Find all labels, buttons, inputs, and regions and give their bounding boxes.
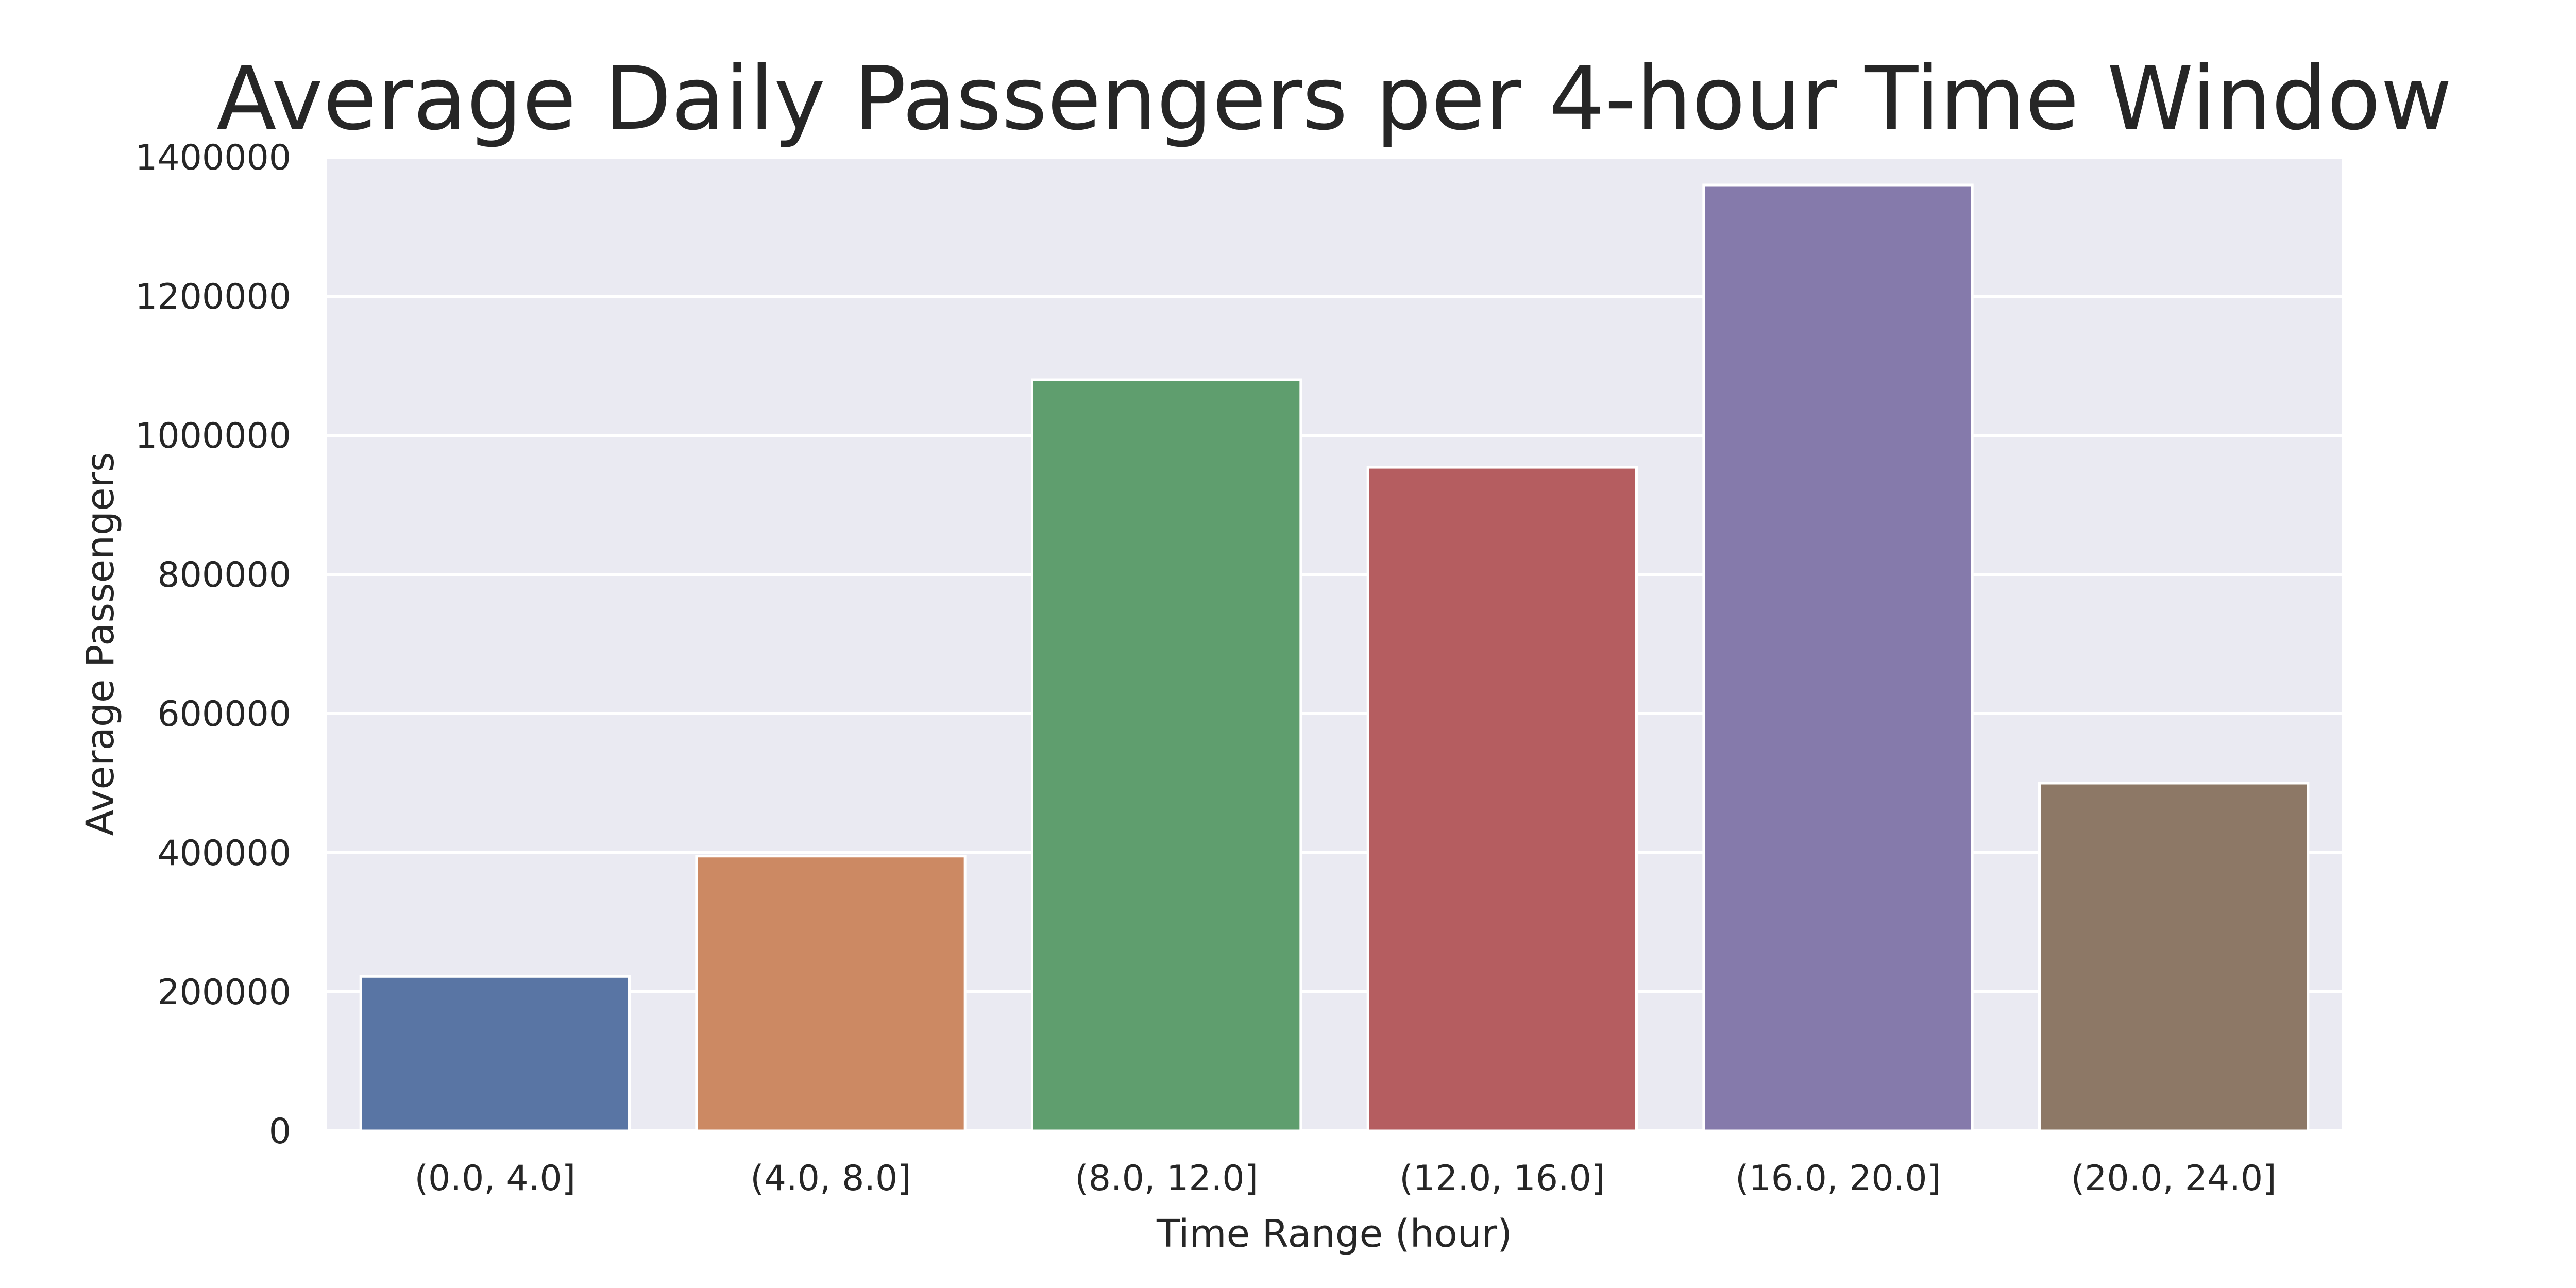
grid-lines [327,156,2342,1132]
x-axis-label: Time Range (hour) [1156,1212,1512,1256]
x-tick-label: (8.0, 12.0] [1075,1158,1258,1199]
y-tick-label: 400000 [157,833,291,874]
y-tick-label: 800000 [157,555,291,596]
bar [359,975,631,1132]
y-tick-label: 200000 [157,972,291,1013]
bar [695,855,967,1132]
y-axis-label: Average Passengers [78,452,123,836]
y-tick-label: 1000000 [135,416,291,456]
chart-title: Average Daily Passengers per 4-hour Time… [216,48,2452,150]
y-tick-label: 1200000 [135,277,291,317]
y-tick-label: 600000 [157,694,291,735]
x-tick-labels: (0.0, 4.0] (4.0, 8.0] (8.0, 12.0] (12.0, 16… [415,1158,2277,1199]
y-tick-label: 1400000 [135,138,291,178]
x-tick-label: (0.0, 4.0] [415,1158,576,1199]
bar [2038,782,2310,1132]
bar [1031,378,1302,1132]
x-tick-label: (20.0, 24.0] [2071,1158,2277,1199]
bar [1366,466,1638,1132]
x-tick-label: (16.0, 20.0] [1735,1158,1941,1199]
x-tick-label: (12.0, 16.0] [1399,1158,1605,1199]
y-tick-labels: 0 200000 400000 600000 800000 1000000 1200000 1… [135,138,291,1152]
y-tick-label: 0 [269,1111,291,1152]
bars [359,183,2310,1132]
plot-background [327,157,2342,1131]
x-tick-label: (4.0, 8.0] [750,1158,911,1199]
bar [1702,183,1974,1132]
